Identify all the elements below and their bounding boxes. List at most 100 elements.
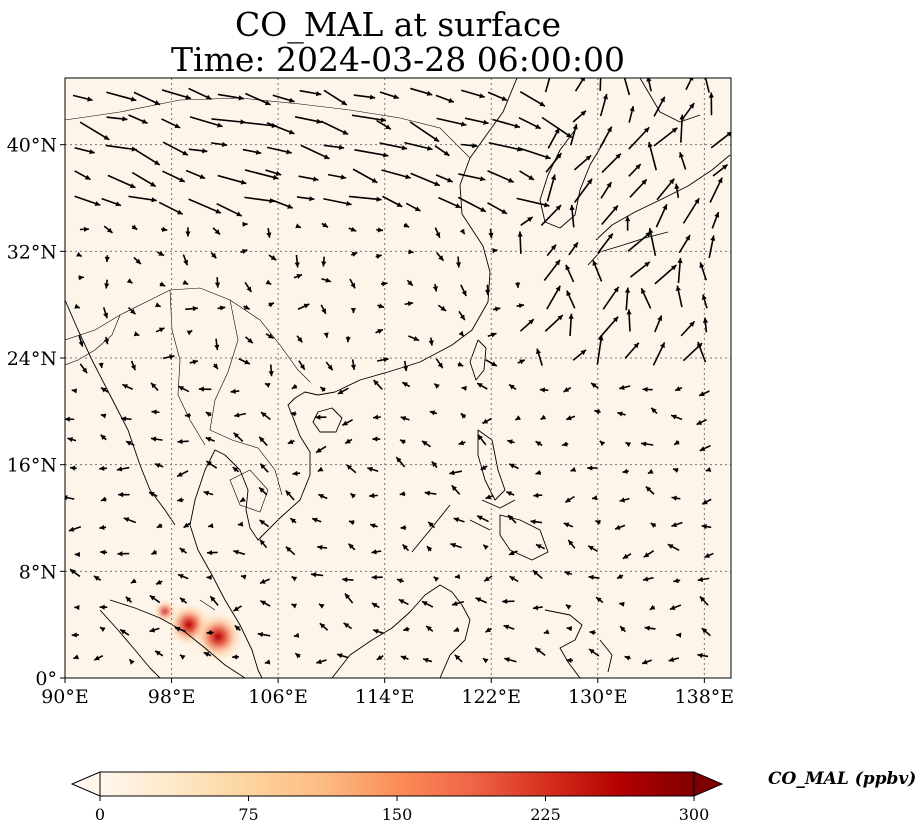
wind-arrow (323, 332, 329, 338)
wind-arrow (508, 550, 518, 556)
wind-arrow (238, 358, 251, 365)
wind-arrow (435, 358, 444, 369)
wind-arrow (434, 145, 450, 157)
wind-arrow (119, 628, 130, 636)
wind-arrow (625, 441, 632, 448)
wind-arrow (188, 198, 222, 214)
wind-arrow (629, 261, 651, 278)
wind-arrow (503, 624, 515, 630)
wind-arrow (79, 363, 88, 374)
wind-arrow (437, 304, 447, 312)
wind-arrow (260, 411, 271, 421)
wind-arrow (396, 578, 405, 584)
wind-arrow (380, 281, 388, 287)
wind-arrow (647, 468, 654, 475)
wind-arrow (198, 386, 212, 392)
wind-arrow (106, 91, 137, 102)
wind-arrow (567, 539, 576, 549)
wind-arrow (588, 574, 600, 580)
wind-arrow (641, 441, 654, 447)
wind-arrow (619, 497, 630, 503)
wind-arrow (642, 576, 654, 582)
wind-arrow (156, 523, 163, 529)
wind-arrow (207, 550, 218, 556)
wind-arrow (354, 149, 389, 158)
wind-arrow (627, 231, 652, 252)
wind-arrow (459, 228, 466, 235)
wind-arrow (589, 629, 596, 636)
wind-arrow (382, 195, 403, 208)
wind-arrow (601, 152, 622, 173)
wind-arrow (189, 359, 199, 365)
coastline-palawan (411, 504, 451, 553)
wind-arrow (133, 331, 140, 337)
wind-arrow (67, 437, 77, 443)
wind-arrow (410, 172, 441, 187)
wind-arrow (162, 141, 189, 156)
wind-arrow (482, 544, 489, 550)
wind-arrow (698, 390, 710, 397)
wind-arrow (671, 495, 681, 501)
wind-arrow (619, 625, 626, 633)
wind-arrow (265, 333, 274, 340)
lat-tick-label: 32°N (7, 241, 57, 263)
border-china-south (65, 287, 311, 383)
wind-arrow (233, 549, 246, 556)
wind-arrow (546, 244, 557, 257)
wind-arrow (185, 306, 198, 312)
wind-arrow (285, 489, 295, 501)
wind-arrow (457, 361, 464, 367)
wind-arrow (377, 303, 385, 309)
wind-arrow (217, 305, 226, 311)
wind-arrow (150, 436, 163, 442)
wind-arrow (399, 491, 406, 497)
wind-arrow (158, 201, 184, 215)
wind-arrow (433, 382, 440, 389)
wind-arrow (69, 465, 77, 471)
wind-arrow (350, 359, 357, 370)
wind-arrow (487, 332, 497, 338)
wind-arrow (371, 549, 382, 555)
colorbar-extend-max (693, 771, 724, 797)
wind-arrow (597, 232, 614, 254)
wind-arrow (381, 169, 411, 180)
lon-tick-label: 138°E (675, 686, 735, 708)
wind-arrow (327, 173, 347, 180)
co-hotspot (192, 610, 244, 663)
map-time-subtitle: Time: 2024-03-28 06:00:00 (171, 40, 625, 79)
wind-arrow (458, 310, 466, 321)
wind-arrow (264, 382, 271, 388)
wind-arrow (400, 525, 407, 531)
wind-arrow (685, 78, 694, 91)
wind-arrow (100, 496, 107, 502)
wind-arrow (532, 605, 543, 611)
wind-arrow (102, 307, 109, 319)
wind-arrow (344, 592, 354, 604)
wind-arrow (297, 303, 310, 310)
wind-arrow (69, 568, 81, 578)
wind-arrow (185, 169, 206, 180)
wind-arrow (65, 416, 75, 422)
wind-arrow (431, 460, 438, 469)
wind-arrow (696, 418, 707, 426)
coastline-hainan (312, 407, 343, 433)
wind-arrow (594, 409, 601, 415)
wind-arrow (291, 383, 298, 390)
wind-arrow (565, 604, 572, 610)
wind-arrow (321, 256, 327, 267)
wind-arrow (341, 419, 353, 426)
wind-arrow (519, 170, 535, 181)
wind-arrow (179, 597, 188, 604)
wind-arrow (318, 603, 325, 609)
wind-arrow (624, 342, 640, 359)
wind-arrow (545, 152, 563, 173)
wind-arrow (266, 227, 272, 238)
wind-arrow (616, 573, 624, 580)
wind-arrow (369, 493, 378, 499)
lat-tick-label: 40°N (7, 135, 57, 157)
wind-arrow (536, 348, 543, 366)
wind-arrow (673, 578, 681, 584)
wind-arrow (154, 463, 164, 469)
wind-arrow (72, 94, 93, 102)
wind-arrow (319, 622, 329, 631)
